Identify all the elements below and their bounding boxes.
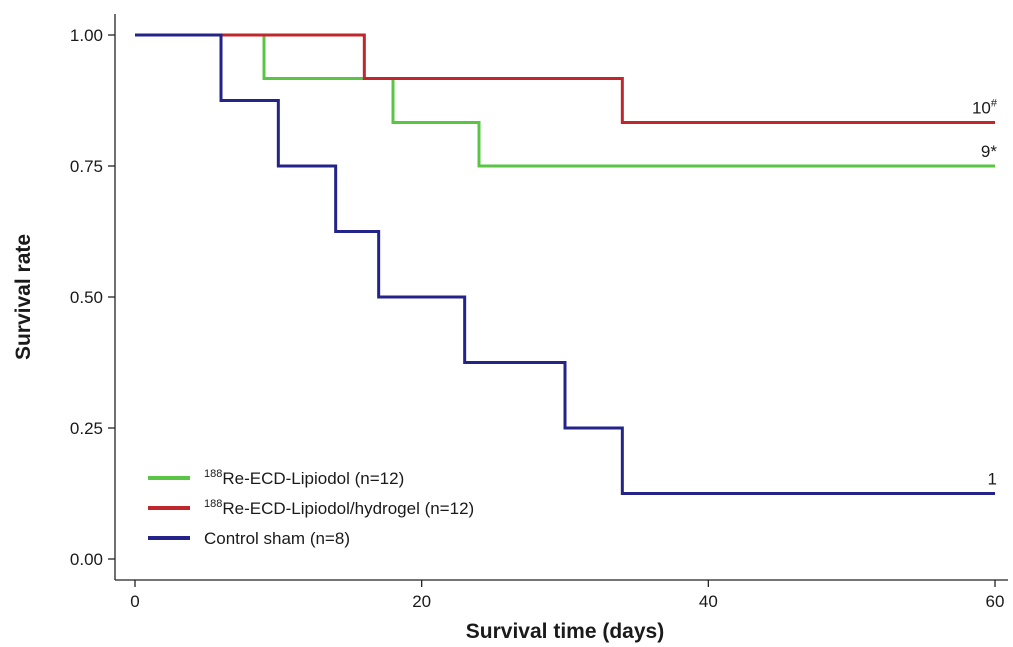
end-label-series-3: 1 (988, 470, 997, 489)
x-tick-label: 20 (412, 592, 431, 611)
legend: 188Re-ECD-Lipiodol (n=12) 188Re-ECD-Lipio… (148, 468, 474, 548)
x-ticks: 0 20 40 60 (130, 580, 1004, 611)
x-tick-label: 60 (986, 592, 1005, 611)
series-lines (135, 33, 995, 495)
y-ticks: 0.00 0.25 0.50 0.75 1.00 (70, 26, 115, 569)
legend-label-1: 188Re-ECD-Lipiodol (n=12) (204, 468, 404, 488)
x-tick-label: 0 (130, 592, 139, 611)
y-tick-label: 0.25 (70, 419, 103, 438)
end-labels: 9* 10# 1 (972, 98, 998, 489)
y-tick-label: 0.75 (70, 157, 103, 176)
legend-label-2: 188Re-ECD-Lipiodol/hydrogel (n=12) (204, 498, 474, 518)
series-line-1 (135, 33, 995, 168)
y-axis-title: Survival rate (12, 234, 35, 360)
legend-label-3: Control sham (n=8) (204, 529, 350, 548)
x-axis-title: Survival time (days) (466, 620, 664, 643)
series-line-3 (135, 33, 995, 495)
end-label-series-2: 10# (972, 98, 998, 118)
series-line-2 (135, 33, 995, 125)
axes: 0.00 0.25 0.50 0.75 1.00 0 20 40 60 (70, 14, 1008, 611)
y-tick-label: 0.00 (70, 550, 103, 569)
y-tick-label: 1.00 (70, 26, 103, 45)
x-tick-label: 40 (699, 592, 718, 611)
end-label-series-1: 9* (981, 142, 997, 161)
y-tick-label: 0.50 (70, 288, 103, 307)
